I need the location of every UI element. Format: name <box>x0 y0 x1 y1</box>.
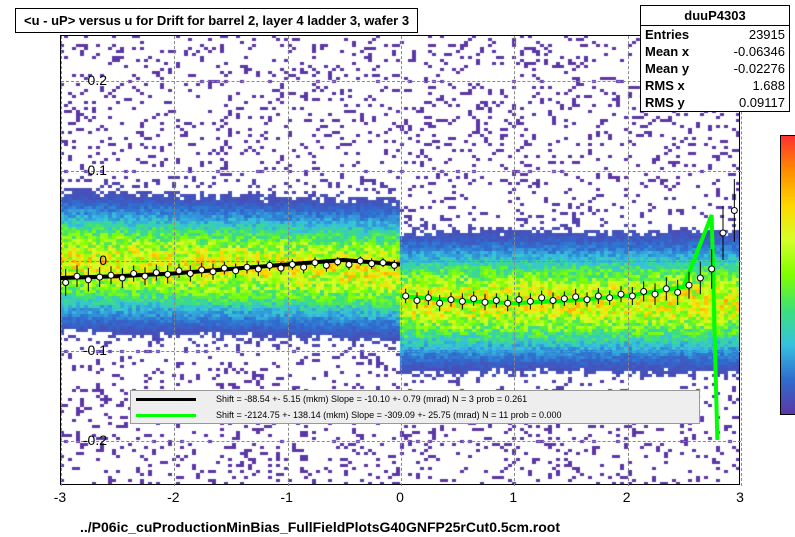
profile-marker <box>471 296 477 302</box>
stats-rmsx: RMS x 1.688 <box>641 77 789 94</box>
profile-marker <box>323 262 329 268</box>
stats-box: duuP4303 Entries 23915 Mean x -0.06346 M… <box>640 5 790 112</box>
profile-marker <box>675 289 681 295</box>
stats-meanx-value: -0.06346 <box>734 44 785 59</box>
legend-row: Shift = -2124.75 +- 138.14 (mkm) Slope =… <box>131 407 699 423</box>
stats-rmsx-label: RMS x <box>645 78 685 93</box>
profile-marker <box>210 269 216 275</box>
profile-marker <box>108 272 114 278</box>
profile-marker <box>119 275 125 281</box>
x-tick-label: 1 <box>509 489 517 505</box>
x-tick-label: 0 <box>396 489 404 505</box>
profile-marker <box>425 295 431 301</box>
legend-line-swatch <box>136 414 196 417</box>
stats-meany: Mean y -0.02276 <box>641 60 789 77</box>
profile-marker <box>584 297 590 303</box>
profile-marker <box>255 266 261 272</box>
legend-text: Shift = -2124.75 +- 138.14 (mkm) Slope =… <box>216 410 562 420</box>
x-tick-label: 3 <box>736 489 744 505</box>
profile-marker <box>618 291 624 297</box>
profile-marker <box>539 295 545 301</box>
profile-marker <box>233 268 239 274</box>
profile-marker <box>731 208 737 214</box>
chart-container: Shift = -88.54 +- 5.15 (mkm) Slope = -10… <box>60 35 740 485</box>
stats-meanx: Mean x -0.06346 <box>641 43 789 60</box>
stats-rmsx-value: 1.688 <box>752 78 785 93</box>
profile-marker <box>561 296 567 302</box>
profile-marker <box>63 280 69 286</box>
profile-marker <box>380 260 386 266</box>
stats-entries-value: 23915 <box>749 27 785 42</box>
profile-marker <box>131 271 137 277</box>
profile-marker <box>142 273 148 279</box>
profile-marker <box>369 261 375 267</box>
profile-marker <box>403 293 409 299</box>
profile-marker <box>482 299 488 305</box>
stats-entries: Entries 23915 <box>641 26 789 43</box>
profile-marker <box>289 262 295 268</box>
legend-row: Shift = -88.54 +- 5.15 (mkm) Slope = -10… <box>131 391 699 407</box>
profile-marker <box>176 268 182 274</box>
footer-filepath: ../P06ic_cuProductionMinBias_FullFieldPl… <box>80 519 560 535</box>
x-tick-label: -2 <box>167 489 179 505</box>
profile-marker <box>437 300 443 306</box>
profile-marker <box>391 262 397 268</box>
profile-marker <box>357 258 363 264</box>
profile-marker <box>629 293 635 299</box>
legend-text: Shift = -88.54 +- 5.15 (mkm) Slope = -10… <box>216 394 527 404</box>
profile-marker <box>312 260 318 266</box>
stats-name: duuP4303 <box>641 6 789 26</box>
profile-marker <box>221 265 227 271</box>
profile-marker <box>153 270 159 276</box>
profile-marker <box>414 298 420 304</box>
profile-marker <box>346 262 352 268</box>
profile-marker <box>663 286 669 292</box>
profile-marker <box>607 295 613 301</box>
profile-marker <box>267 262 273 268</box>
x-tick-label: 2 <box>623 489 631 505</box>
chart-title: <u - uP> versus u for Drift for barrel 2… <box>15 8 418 33</box>
stats-rmsy-value: 0.09117 <box>739 95 785 110</box>
stats-meany-value: -0.02276 <box>734 61 785 76</box>
x-tick-label: -3 <box>54 489 66 505</box>
profile-marker <box>595 293 601 299</box>
profile-marker <box>573 294 579 300</box>
colorbar: 110 <box>780 135 795 415</box>
profile-marker <box>199 267 205 273</box>
stats-rmsy-label: RMS y <box>645 95 685 110</box>
profile-marker <box>335 259 341 265</box>
profile-marker <box>709 266 715 272</box>
profile-marker <box>165 271 171 277</box>
profile-marker <box>550 298 556 304</box>
profile-marker <box>641 289 647 295</box>
profile-marker <box>301 264 307 270</box>
profile-marker <box>187 271 193 277</box>
legend-box: Shift = -88.54 +- 5.15 (mkm) Slope = -10… <box>130 390 700 424</box>
profile-marker <box>505 300 511 306</box>
stats-meany-label: Mean y <box>645 61 689 76</box>
profile-marker <box>85 277 91 283</box>
profile-marker <box>720 230 726 236</box>
profile-marker <box>459 298 465 304</box>
profile-marker <box>448 297 454 303</box>
profile-marker <box>652 291 658 297</box>
profile-marker <box>527 298 533 304</box>
profile-marker <box>97 274 103 280</box>
profile-marker <box>697 275 703 281</box>
profile-marker <box>686 282 692 288</box>
legend-line-swatch <box>136 398 196 401</box>
profile-marker <box>74 273 80 279</box>
stats-entries-label: Entries <box>645 27 689 42</box>
stats-meanx-label: Mean x <box>645 44 689 59</box>
profile-marker <box>516 297 522 303</box>
stats-rmsy: RMS y 0.09117 <box>641 94 789 111</box>
x-tick-label: -1 <box>280 489 292 505</box>
profile-marker <box>278 265 284 271</box>
profile-marker <box>244 264 250 270</box>
profile-marker <box>493 298 499 304</box>
